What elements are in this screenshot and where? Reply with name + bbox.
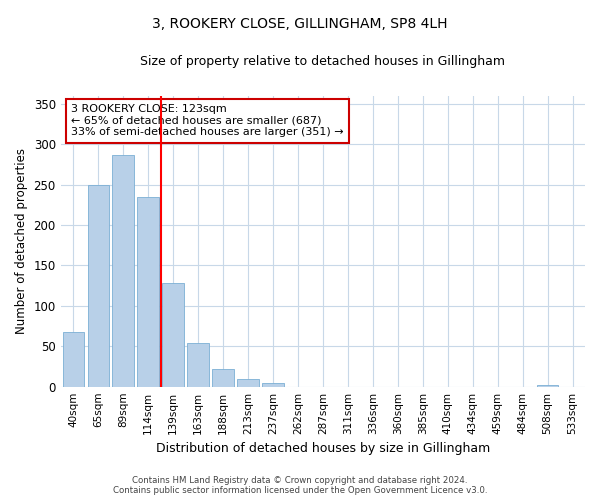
Y-axis label: Number of detached properties: Number of detached properties — [15, 148, 28, 334]
Title: Size of property relative to detached houses in Gillingham: Size of property relative to detached ho… — [140, 55, 505, 68]
Bar — [537, 385, 558, 386]
Bar — [212, 369, 233, 386]
Text: 3, ROOKERY CLOSE, GILLINGHAM, SP8 4LH: 3, ROOKERY CLOSE, GILLINGHAM, SP8 4LH — [152, 18, 448, 32]
Bar — [112, 154, 134, 386]
Bar — [62, 332, 84, 386]
Text: Contains HM Land Registry data © Crown copyright and database right 2024.
Contai: Contains HM Land Registry data © Crown c… — [113, 476, 487, 495]
X-axis label: Distribution of detached houses by size in Gillingham: Distribution of detached houses by size … — [156, 442, 490, 455]
Bar — [163, 283, 184, 387]
Text: 3 ROOKERY CLOSE: 123sqm
← 65% of detached houses are smaller (687)
33% of semi-d: 3 ROOKERY CLOSE: 123sqm ← 65% of detache… — [71, 104, 344, 138]
Bar — [238, 378, 259, 386]
Bar — [262, 384, 284, 386]
Bar — [88, 184, 109, 386]
Bar — [187, 343, 209, 386]
Bar — [137, 196, 158, 386]
